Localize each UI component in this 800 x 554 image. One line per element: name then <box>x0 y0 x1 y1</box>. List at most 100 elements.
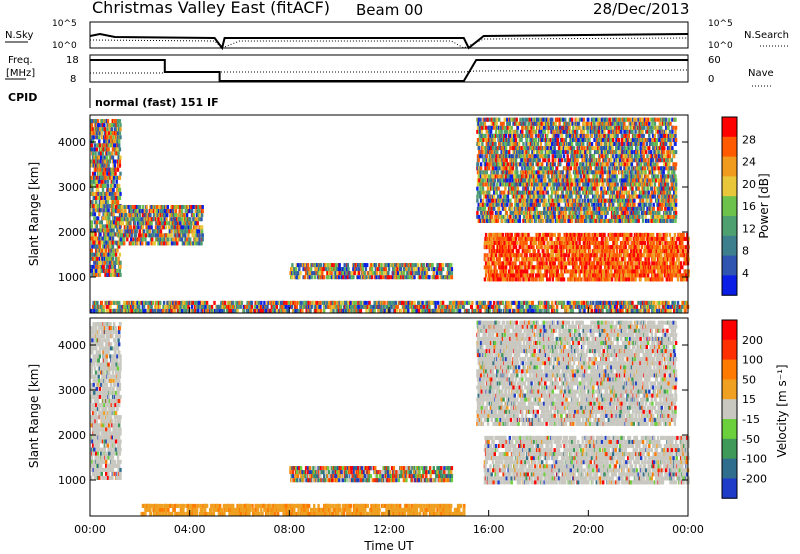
echo-cell <box>316 263 319 268</box>
echo-cell <box>628 308 632 313</box>
echo-cell <box>298 263 302 268</box>
echo-cell <box>133 225 136 230</box>
echo-cell <box>296 263 300 268</box>
echo-cell <box>113 308 117 313</box>
echo-cell <box>574 300 577 305</box>
echo-cell <box>232 304 235 309</box>
echo-cell <box>144 233 148 238</box>
echo-cell <box>584 249 587 254</box>
echo-cell <box>653 269 656 274</box>
echo-cell <box>106 127 109 132</box>
echo-cell <box>299 300 303 305</box>
echo-cell <box>440 271 443 276</box>
echo-cell <box>118 252 122 257</box>
echo-cell <box>631 300 634 305</box>
echo-cell <box>566 308 569 313</box>
echo-cell <box>192 213 196 218</box>
echo-cell <box>310 275 313 280</box>
echo-cell <box>96 208 100 213</box>
echo-cell <box>159 300 162 305</box>
power-echo-cells <box>90 117 690 313</box>
echo-cell <box>200 300 204 305</box>
echo-cell <box>106 252 110 257</box>
echo-cell <box>207 304 210 309</box>
echo-cell <box>152 205 156 209</box>
echo-cell <box>678 304 682 309</box>
echo-cell <box>511 261 515 266</box>
echo-cell <box>142 300 146 305</box>
echo-cell <box>90 123 93 128</box>
echo-cell <box>283 308 286 313</box>
echo-cell <box>645 304 648 309</box>
echo-cell <box>640 304 643 309</box>
echo-cell <box>111 264 114 269</box>
echo-cell <box>95 204 98 209</box>
echo-cell <box>109 252 112 257</box>
echo-cell <box>208 304 211 309</box>
echo-cell <box>97 155 100 160</box>
echo-cell <box>103 244 107 249</box>
echo-cell <box>656 308 659 313</box>
echo-cell <box>260 300 263 305</box>
echo-cell <box>516 241 519 245</box>
echo-cell <box>659 232 662 237</box>
freq-label: Freq. <box>8 55 33 66</box>
echo-cell <box>634 277 637 282</box>
echo-cell <box>103 143 106 148</box>
echo-cell <box>177 308 180 313</box>
echo-cell <box>229 308 232 313</box>
echo-cell <box>648 304 651 309</box>
echo-cell <box>248 304 252 309</box>
echo-cell <box>180 213 183 218</box>
echo-cell <box>113 264 117 269</box>
echo-cell <box>92 135 95 140</box>
echo-cell <box>157 308 161 313</box>
echo-cell <box>629 304 632 309</box>
echo-cell <box>597 241 601 245</box>
echo-cell <box>120 304 123 309</box>
echo-cell <box>509 257 513 262</box>
site-title: Christmas Valley East (fitACF) <box>92 0 330 17</box>
echo-cell <box>116 187 119 192</box>
echo-cell <box>176 300 179 305</box>
echo-cell <box>151 237 154 242</box>
echo-cell <box>96 179 99 184</box>
echo-cell <box>484 257 487 262</box>
echo-cell <box>601 257 604 262</box>
echo-cell <box>634 308 637 313</box>
echo-cell <box>101 187 105 192</box>
echo-cell <box>683 304 686 309</box>
echo-cell <box>109 228 112 233</box>
echo-cell <box>644 308 647 313</box>
echo-cell <box>532 308 535 313</box>
echo-cell <box>109 127 112 132</box>
echo-cell <box>446 304 450 309</box>
echo-cell <box>93 143 97 148</box>
echo-cell <box>138 205 141 209</box>
echo-cell <box>422 263 425 268</box>
echo-cell <box>668 257 671 262</box>
echo-cell <box>106 135 109 140</box>
echo-cell <box>112 187 115 192</box>
echo-cell <box>152 233 155 238</box>
echo-cell <box>307 267 310 272</box>
echo-cell <box>103 204 107 209</box>
echo-cell <box>136 221 140 226</box>
echo-cell <box>109 220 113 225</box>
echo-cell <box>608 308 611 313</box>
echo-cell <box>273 304 276 309</box>
echo-cell <box>119 135 122 140</box>
echo-cell <box>185 205 188 209</box>
echo-cell <box>108 196 111 200</box>
echo-cell <box>670 277 673 282</box>
echo-cell <box>95 240 98 245</box>
echo-cell <box>158 213 161 218</box>
echo-cell <box>177 205 181 209</box>
echo-cell <box>484 273 488 278</box>
echo-cell <box>153 308 156 313</box>
echo-cell <box>112 135 115 140</box>
echo-cell <box>248 300 251 305</box>
echo-cell <box>107 147 110 152</box>
echo-cell <box>190 304 194 309</box>
echo-cell <box>108 224 111 229</box>
